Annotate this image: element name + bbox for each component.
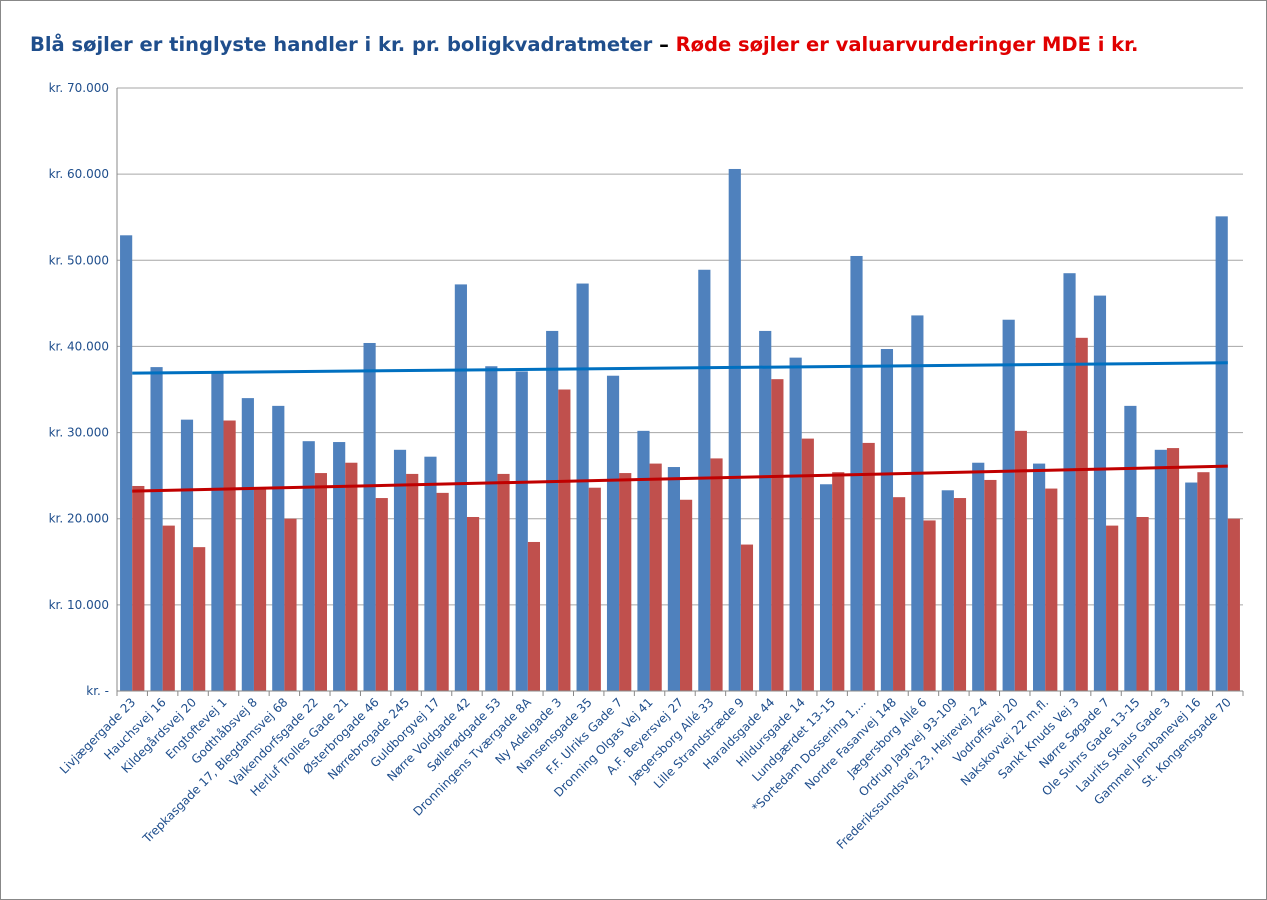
y-tick-label: kr. 10.000 [49,598,109,612]
bar [436,492,449,691]
bar [911,315,924,691]
bar [1093,295,1107,691]
bar [801,438,814,691]
chart-title-group: Blå søjler er tinglyste handler i kr. pr… [30,32,1138,56]
bar [193,547,206,691]
y-tick-label: kr. 30.000 [49,426,109,440]
bar [1106,525,1119,691]
y-tick-label: kr. 70.000 [49,81,109,95]
bar [771,379,784,691]
bar [576,283,589,691]
bar [393,449,407,691]
bar [984,479,997,691]
bar [454,284,467,691]
bar [132,485,145,691]
bar [375,498,388,691]
bar [1063,273,1076,691]
bar [302,441,315,691]
bar [740,544,754,691]
bar [180,419,194,691]
bar [588,487,601,691]
bar [515,371,528,691]
bar [619,473,632,691]
bar [923,520,936,691]
bar [1136,516,1149,691]
bar [1014,430,1027,691]
y-tick-label: kr. - [86,684,109,698]
bar [1045,488,1058,691]
chart-subtitle: Røde søjler er valuarvurderinger MDE i k… [676,33,1139,56]
bar [710,458,723,691]
bar [314,473,327,691]
bar [223,420,236,691]
bar [649,463,662,691]
bar [424,456,437,691]
y-tick-label: kr. 40.000 [49,339,109,353]
trend-line [132,361,1228,375]
bar [1166,448,1180,691]
bar [1215,216,1228,692]
bar [546,330,559,691]
bar [253,488,267,691]
bar [680,499,693,691]
bar [284,518,297,691]
trend-line [132,464,1228,493]
bar [893,497,906,691]
y-tick-label: kr. 20.000 [49,512,109,526]
bar [466,516,480,691]
bar [406,473,419,691]
bar [1075,337,1088,691]
bar [485,366,498,691]
bar [1154,449,1167,691]
bar [1197,472,1210,691]
bar [819,484,833,691]
bar [941,490,954,691]
bar [1227,518,1240,691]
bar [953,498,967,691]
bar [1185,482,1198,691]
title-separator: – [659,33,669,56]
bar [728,168,741,691]
bar [1124,405,1137,691]
bar [558,389,571,691]
bar [606,375,620,691]
bar [698,269,711,691]
bar [497,473,510,691]
bar [972,462,985,691]
bar [162,525,175,691]
bar [1033,463,1046,691]
bar [832,472,845,691]
bar [345,462,358,691]
bar [333,442,346,691]
y-tick-label: kr. 50.000 [49,253,109,267]
bar [789,357,802,691]
bar [363,342,376,691]
bar [211,372,224,691]
chart-title: Blå søjler er tinglyste handler i kr. pr… [30,32,653,56]
bar [1002,319,1015,691]
bar [120,235,133,691]
bar [880,349,894,691]
y-tick-label: kr. 60.000 [49,167,109,181]
bar [637,430,650,691]
bar [759,330,772,691]
bar [241,398,254,691]
bar [667,467,680,691]
bar [150,367,163,691]
bar [527,541,541,691]
bar [272,405,285,691]
bar [862,442,875,691]
